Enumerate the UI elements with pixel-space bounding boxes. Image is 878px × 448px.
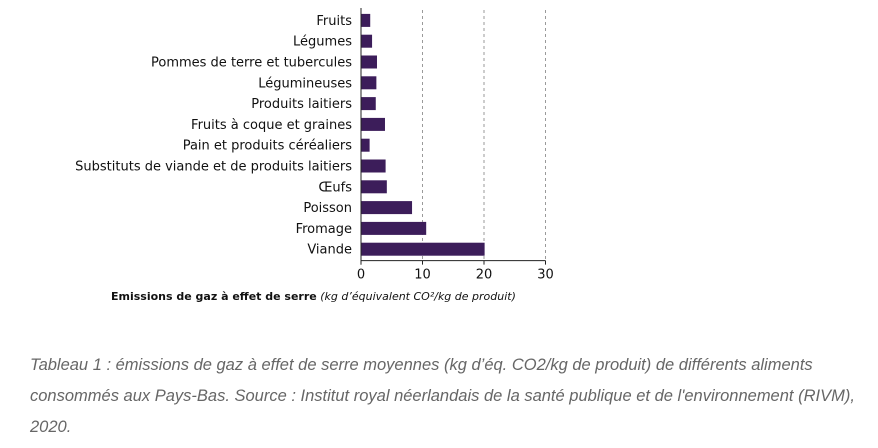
category-label: Légumineuses (258, 76, 352, 91)
x-axis-label-main: Emissions de gaz à effet de serre (111, 290, 317, 303)
category-label: Pain et produits céréaliers (183, 139, 353, 154)
figure-caption: Tableau 1 : émissions de gaz à effet de … (30, 356, 855, 436)
bar-2 (361, 55, 377, 69)
x-tick-labels: 0 10 20 30 (357, 260, 554, 283)
bar-10 (361, 221, 427, 235)
category-label: Produits laitiers (251, 97, 352, 112)
bar-11 (361, 242, 485, 256)
category-label: Pommes de terre et tubercules (151, 56, 352, 71)
x-axis-label: Emissions de gaz à effet de serre (kg d’… (111, 290, 516, 303)
x-axis-label-units: (kg d’équivalent CO²/kg de produit) (320, 290, 516, 303)
bar-5 (361, 117, 385, 131)
bar-6 (361, 138, 370, 152)
bar-4 (361, 97, 376, 111)
category-label: Fruits à coque et graines (191, 118, 352, 133)
bar-1 (361, 34, 373, 48)
x-tick-label: 0 (357, 268, 365, 283)
category-label: Fromage (296, 222, 352, 237)
bar-3 (361, 76, 377, 90)
category-label: Substituts de viande et de produits lait… (75, 160, 352, 175)
bar-8 (361, 180, 387, 194)
bars (361, 13, 485, 256)
x-tick-label: 10 (414, 268, 431, 283)
x-tick-label: 20 (476, 268, 493, 283)
category-label: Fruits (316, 14, 352, 29)
category-label: Viande (307, 243, 352, 258)
bar-chart: Fruits Légumes Pommes de terre et tubercul… (75, 8, 554, 283)
category-label: Poisson (303, 201, 352, 216)
x-tick-label: 30 (537, 268, 554, 283)
bar-0 (361, 13, 371, 27)
category-label: Légumes (293, 35, 352, 50)
category-labels: Fruits Légumes Pommes de terre et tubercul… (75, 14, 352, 258)
bar-7 (361, 159, 386, 173)
bar-9 (361, 201, 413, 215)
category-label: Œufs (319, 180, 353, 195)
grid-lines (422, 10, 546, 261)
